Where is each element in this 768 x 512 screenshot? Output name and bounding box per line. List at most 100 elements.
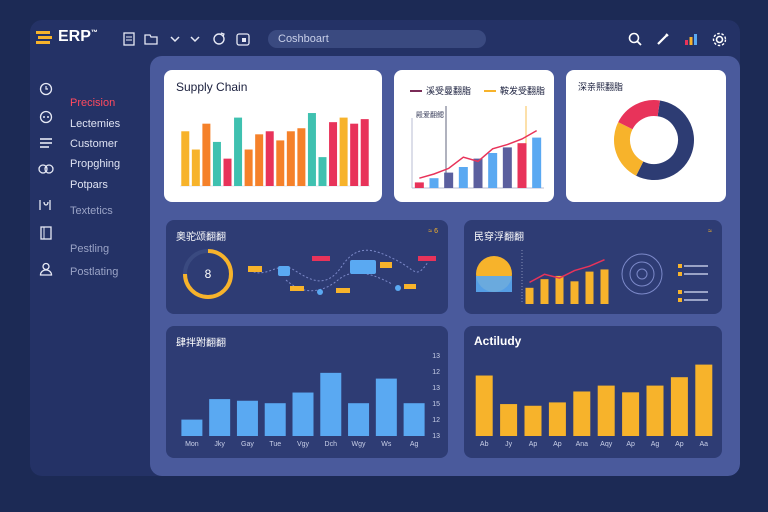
chart-bar: [500, 404, 518, 436]
chart-bar: [292, 392, 314, 436]
user-icon: [38, 261, 54, 277]
legend-text-line: [684, 273, 708, 275]
chart-line: [419, 129, 538, 179]
legend-marker: [678, 272, 682, 276]
activity-card[interactable]: Actiludy Ab Jy Ap Ap Ana Aqy Ap Ag Ap Aa: [464, 326, 722, 458]
network-node: [312, 256, 330, 261]
x-tick-label: Ab: [480, 441, 489, 448]
logo-text: ERP™: [58, 28, 98, 45]
chart-bar: [600, 269, 609, 304]
link-icon: [38, 161, 54, 177]
network-card[interactable]: 奥驼颂翻翻 ≈ 6 8: [166, 220, 448, 314]
radar-icon: [636, 268, 648, 280]
radar-icon: [629, 261, 655, 287]
document-icon[interactable]: [120, 30, 138, 48]
network-node: [350, 260, 376, 274]
x-tick-label: Dch: [325, 441, 338, 448]
legend-item: 鞍发受翻脂: [484, 84, 545, 97]
chart-bar: [670, 377, 688, 436]
x-tick-label: Ag: [651, 441, 660, 448]
sidebar-item-label[interactable]: Textetics: [70, 205, 113, 217]
chart-bar: [502, 147, 512, 188]
x-tick-label: Wgy: [352, 441, 367, 448]
menu-icon: [36, 31, 52, 44]
chart-bar: [555, 275, 564, 304]
sidebar-item-label[interactable]: Postlating: [70, 266, 119, 278]
donut-slice: [636, 100, 694, 180]
trend-card[interactable]: 溪受曼翻脂 鞍发受翻脂 殿爱翻鳃: [394, 70, 554, 202]
chart-bar: [191, 149, 200, 186]
y-tick-label: 12: [432, 417, 440, 424]
main-panel: Supply Chain 溪受曼翻脂 鞍发受翻脂 殿爱翻鳃 深亲熙翻脂 奥驼颂翻…: [150, 56, 740, 476]
search-icon[interactable]: [626, 30, 644, 48]
calendar-icon[interactable]: [234, 30, 252, 48]
chart-bar: [181, 419, 203, 436]
legend-marker: [678, 290, 682, 294]
donut-card[interactable]: 深亲熙翻脂: [566, 70, 726, 202]
sidebar-item-label[interactable]: Customer: [70, 138, 118, 150]
gauge-value: 8: [205, 267, 212, 281]
card-title: Supply Chain: [176, 80, 248, 94]
legend-item: 溪受曼翻脂: [410, 84, 471, 97]
chart-bar: [375, 378, 397, 436]
chart-bar: [320, 372, 342, 436]
chart-bar: [458, 167, 468, 188]
settings-icon[interactable]: [710, 30, 728, 48]
chart-bar: [488, 153, 498, 188]
chart-bar: [444, 172, 454, 188]
chart-bar: [212, 141, 221, 186]
chart-bar: [255, 134, 264, 186]
donut-slice: [618, 100, 660, 130]
chart-bar: [297, 128, 306, 186]
chevron-down-icon[interactable]: [166, 30, 184, 48]
clock-icon: [38, 81, 54, 97]
pen-icon[interactable]: [654, 30, 672, 48]
monthly-card[interactable]: 肆拌跗翻翻 13 12 13 15 12 13 Mon Jky Gay Tue Vgy Dch Wgy W…: [166, 326, 448, 458]
chart-bar: [348, 403, 370, 436]
chart-bar: [276, 140, 285, 186]
x-tick-label: Mon: [185, 441, 199, 448]
chart-bar: [570, 281, 579, 304]
chart-bar: [360, 119, 369, 186]
chart-bar: [517, 143, 527, 188]
folder-icon[interactable]: [142, 30, 160, 48]
network-node: [380, 262, 392, 268]
donut-slice: [614, 122, 644, 176]
network-path: [249, 249, 429, 282]
x-tick-label: Ap: [675, 441, 684, 448]
logo[interactable]: ERP™: [36, 28, 98, 46]
monthly-chart: 13 12 13 15 12 13 Mon Jky Gay Tue Vgy Dch Wgy Ws Ag: [181, 353, 440, 448]
chart-bar: [244, 149, 253, 186]
legend-marker: [678, 298, 682, 302]
chevron-down-icon[interactable]: [186, 30, 204, 48]
sidebar-item-label[interactable]: Propghing: [70, 158, 121, 170]
sidebar-item-label[interactable]: Lectemies: [70, 118, 121, 130]
bar-chart-icon[interactable]: [682, 30, 700, 48]
x-tick-label: Aqy: [600, 441, 613, 448]
graph-icon: [38, 197, 54, 213]
y-tick-label: 13: [432, 385, 440, 392]
network-node: [404, 284, 416, 289]
chart-line: [529, 259, 605, 284]
chart-bar: [329, 122, 338, 186]
x-tick-label: Aa: [700, 441, 709, 448]
chart-bar: [532, 137, 542, 188]
y-tick-label: 12: [432, 369, 440, 376]
sidebar-item-potpars[interactable]: Potpars: [70, 179, 108, 191]
x-tick-label: Gay: [241, 441, 254, 448]
sidebar-item-label[interactable]: Precision: [70, 97, 116, 109]
legend-marker: [678, 264, 682, 268]
chart-bar: [622, 392, 640, 436]
search-input[interactable]: Coshboart: [268, 30, 486, 48]
network-diagram: 8: [183, 249, 436, 299]
supply-chain-card[interactable]: Supply Chain: [164, 70, 382, 202]
app-window: ERP™ Coshboart: [30, 20, 740, 476]
sidebar-item-label[interactable]: Pestling: [70, 243, 110, 255]
chart-bar: [339, 117, 348, 186]
refresh-icon[interactable]: [210, 30, 228, 48]
x-tick-label: Ap: [626, 441, 635, 448]
growth-card[interactable]: 民穿浮翻翻 ≈: [464, 220, 722, 314]
chart-bar: [265, 131, 274, 186]
chart-bar: [585, 271, 594, 304]
legend-text-line: [684, 299, 708, 301]
